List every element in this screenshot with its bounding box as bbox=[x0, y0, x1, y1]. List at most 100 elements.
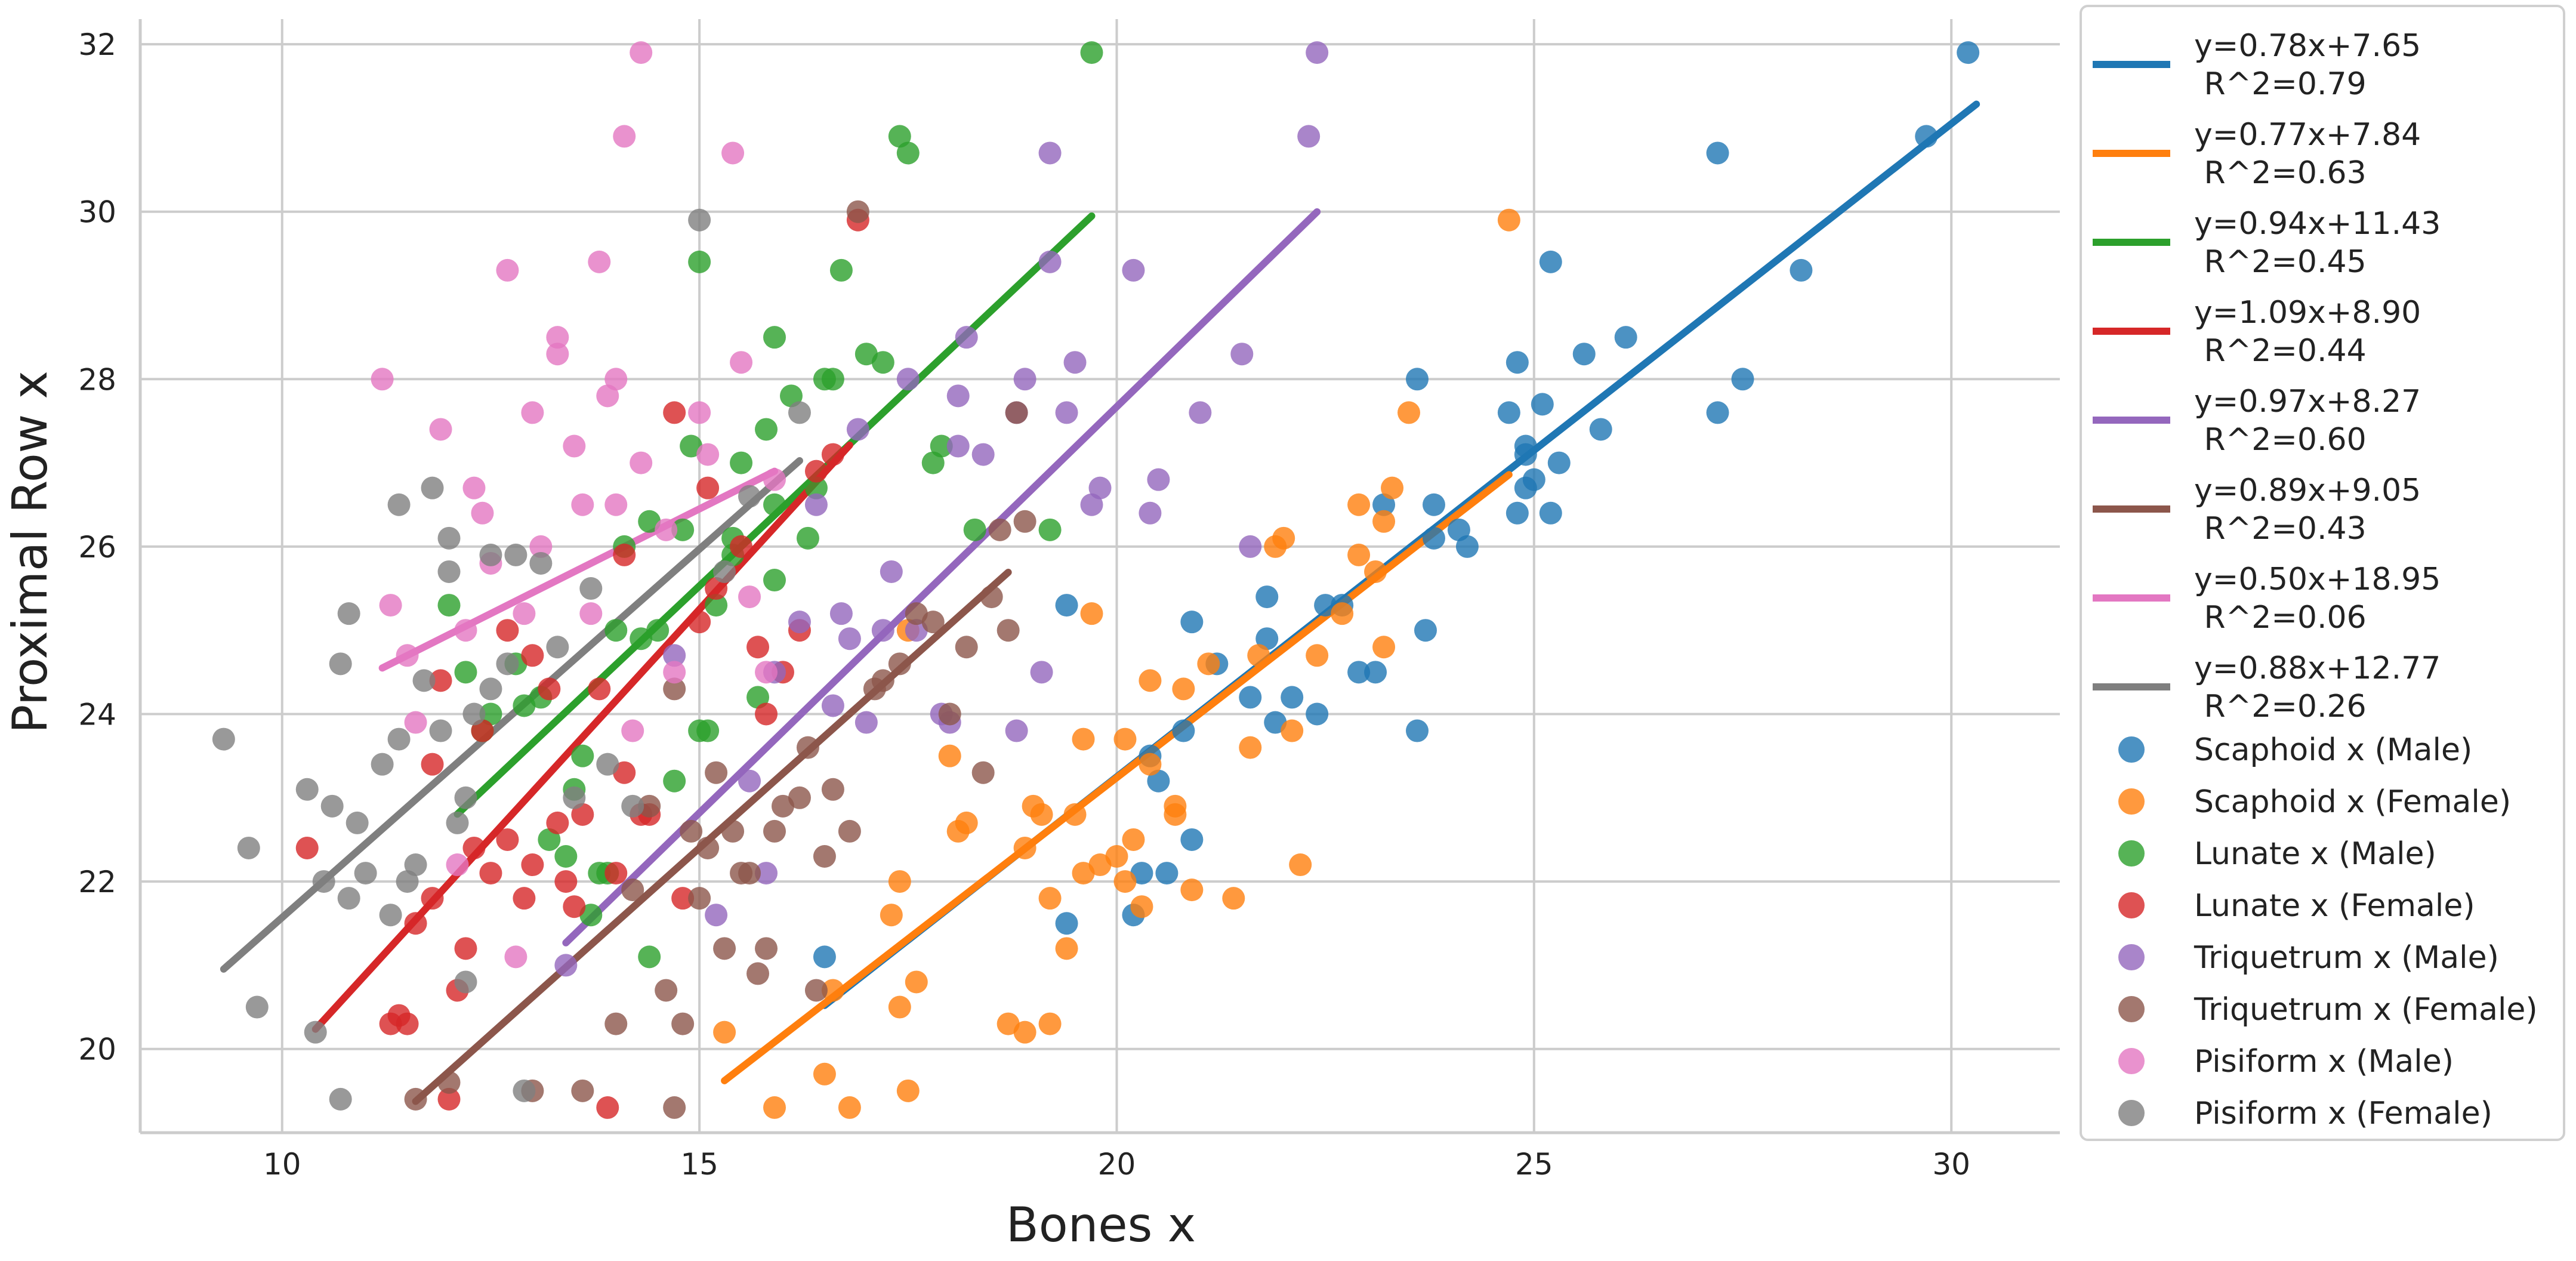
legend-marker-swatch bbox=[2118, 1048, 2145, 1074]
legend-marker-swatch bbox=[2118, 840, 2145, 867]
data-point bbox=[888, 995, 911, 1019]
data-point bbox=[1147, 468, 1170, 491]
data-point bbox=[730, 535, 753, 558]
data-point bbox=[546, 326, 569, 349]
data-point bbox=[896, 368, 920, 391]
data-point bbox=[1497, 401, 1520, 424]
data-point bbox=[404, 1087, 427, 1111]
data-point bbox=[1072, 862, 1095, 885]
data-point bbox=[988, 518, 1011, 541]
data-point bbox=[404, 912, 427, 935]
data-point bbox=[446, 853, 469, 877]
data-point bbox=[1790, 258, 1813, 282]
data-point bbox=[1105, 845, 1128, 868]
data-point bbox=[1255, 627, 1279, 650]
data-point bbox=[212, 727, 235, 751]
data-point bbox=[454, 661, 477, 684]
data-point bbox=[796, 736, 819, 759]
data-point bbox=[613, 761, 636, 784]
data-point bbox=[871, 619, 894, 642]
data-point bbox=[930, 434, 953, 458]
data-point bbox=[630, 451, 653, 474]
data-point bbox=[1281, 719, 1304, 742]
data-point bbox=[1122, 828, 1145, 851]
data-point bbox=[1264, 711, 1287, 734]
data-point bbox=[1038, 141, 1062, 165]
legend-entry-label: Pisiform x (Female) bbox=[2194, 1096, 2492, 1131]
data-point bbox=[846, 418, 869, 441]
data-point bbox=[997, 619, 1020, 642]
data-point bbox=[437, 1087, 461, 1111]
data-point bbox=[838, 1096, 861, 1119]
data-point bbox=[880, 560, 903, 583]
data-point bbox=[705, 761, 728, 784]
data-point bbox=[1347, 493, 1371, 516]
data-point bbox=[804, 460, 828, 483]
data-point bbox=[1364, 661, 1387, 684]
data-point bbox=[329, 1087, 352, 1111]
data-point bbox=[404, 711, 427, 734]
data-point bbox=[813, 1062, 836, 1086]
data-point bbox=[1038, 1012, 1062, 1035]
data-point bbox=[854, 343, 878, 366]
data-point bbox=[1005, 401, 1028, 424]
data-point bbox=[437, 594, 461, 617]
data-point bbox=[713, 937, 736, 960]
data-point bbox=[471, 719, 494, 742]
data-point bbox=[454, 970, 477, 994]
data-point bbox=[513, 694, 536, 717]
data-point bbox=[571, 1079, 594, 1102]
data-point bbox=[746, 686, 770, 709]
data-point bbox=[479, 862, 502, 885]
data-point bbox=[1281, 686, 1304, 709]
data-point bbox=[604, 368, 628, 391]
data-point bbox=[462, 836, 486, 859]
data-point bbox=[571, 493, 594, 516]
data-point bbox=[829, 602, 853, 625]
legend: y=0.78x+7.65 R^2=0.79 y=0.77x+7.84 R^2=0.… bbox=[2080, 5, 2565, 1141]
data-point bbox=[329, 652, 352, 676]
data-point bbox=[896, 1079, 920, 1102]
data-point bbox=[1055, 937, 1078, 960]
data-point bbox=[705, 594, 728, 617]
data-point bbox=[579, 602, 603, 625]
legend-marker-swatch bbox=[2118, 996, 2145, 1022]
data-point bbox=[1013, 836, 1036, 859]
data-point bbox=[854, 711, 878, 734]
data-point bbox=[462, 476, 486, 500]
legend-entry-label: y=1.09x+8.90 R^2=0.44 bbox=[2194, 295, 2421, 369]
data-point bbox=[579, 577, 603, 600]
data-point bbox=[788, 611, 811, 634]
data-point bbox=[655, 518, 678, 541]
data-point bbox=[755, 862, 778, 885]
data-point bbox=[696, 836, 720, 859]
data-point bbox=[1055, 401, 1078, 424]
data-point bbox=[888, 652, 911, 676]
data-point bbox=[295, 778, 319, 801]
data-point bbox=[1013, 368, 1036, 391]
legend-entry-label: Lunate x (Male) bbox=[2194, 836, 2436, 872]
data-point bbox=[504, 543, 527, 566]
data-point bbox=[1422, 493, 1445, 516]
data-point bbox=[821, 979, 844, 1002]
data-point bbox=[379, 904, 402, 927]
data-point bbox=[337, 887, 360, 910]
data-point bbox=[663, 661, 686, 684]
data-point bbox=[721, 819, 745, 843]
data-point bbox=[596, 1096, 619, 1119]
data-point bbox=[755, 937, 778, 960]
data-point bbox=[1180, 828, 1204, 851]
data-point bbox=[1381, 476, 1404, 500]
data-point bbox=[437, 526, 461, 550]
legend-entry-label: Triquetrum x (Female) bbox=[2194, 992, 2538, 1028]
data-point bbox=[721, 141, 745, 165]
data-point bbox=[705, 577, 728, 600]
data-point bbox=[1088, 853, 1112, 877]
data-point bbox=[663, 401, 686, 424]
data-point bbox=[663, 1096, 686, 1119]
data-point bbox=[963, 518, 986, 541]
data-point bbox=[604, 1012, 628, 1035]
data-point bbox=[1497, 208, 1520, 232]
data-point bbox=[304, 1020, 327, 1044]
data-point bbox=[1572, 343, 1596, 366]
